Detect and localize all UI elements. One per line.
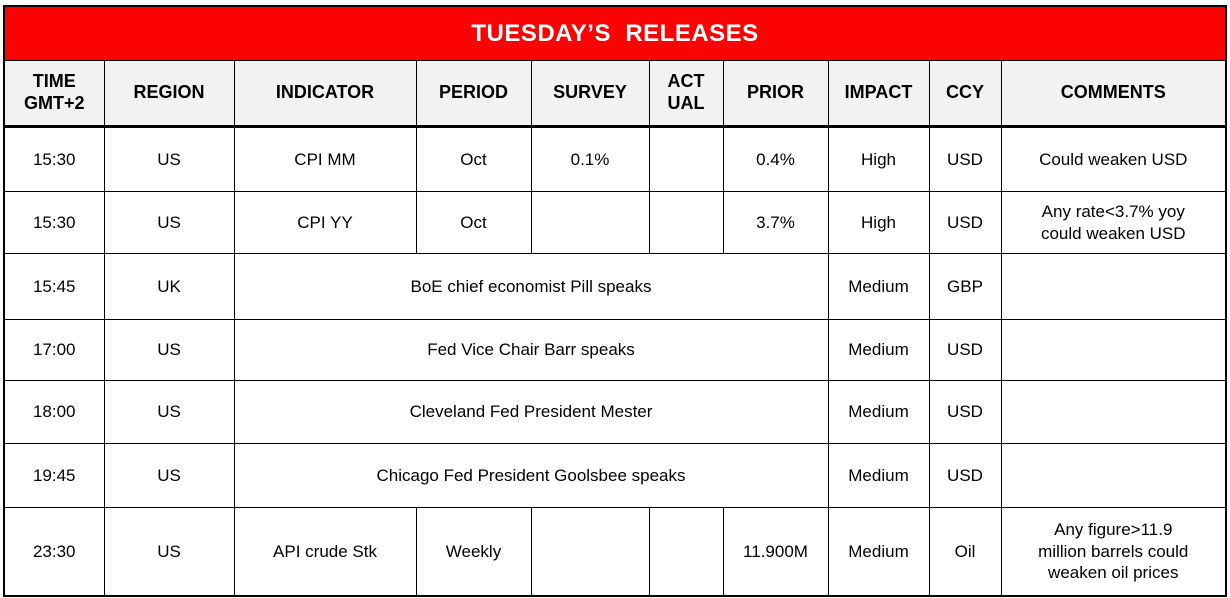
period-cell: Weekly [415,507,532,596]
col-header-comments: COMMENTS [1000,60,1227,128]
time-cell: 18:00 [3,380,105,444]
table-row: 15:30 US CPI MM Oct 0.1% 0.4% High USD C… [3,126,1227,192]
actual-cell [648,191,724,254]
table-title: TUESDAY’S RELEASES [3,5,1227,61]
col-header-indicator: INDICATOR [233,60,417,128]
region-cell: US [103,443,235,508]
event-cell: BoE chief economist Pill speaks [233,253,829,320]
table-row: 23:30 US API crude Stk Weekly 11.900M Me… [3,507,1227,596]
region-cell: UK [103,253,235,320]
survey-cell: 0.1% [530,126,650,192]
economic-releases-table: TUESDAY’S RELEASES TIME GMT+2 REGION IND… [3,5,1228,597]
time-cell: 15:45 [3,253,105,320]
table-row: 15:45 UK BoE chief economist Pill speaks… [3,253,1227,320]
region-cell: US [103,380,235,444]
table-title-row: TUESDAY’S RELEASES [3,5,1227,61]
comments-cell: Could weaken USD [1000,126,1227,192]
indicator-cell: CPI MM [233,126,417,192]
indicator-cell: CPI YY [233,191,417,254]
time-cell: 23:30 [3,507,105,596]
region-cell: US [103,319,235,381]
event-cell: Chicago Fed President Goolsbee speaks [233,443,829,508]
ccy-cell: USD [928,319,1002,381]
impact-cell: Medium [827,319,930,381]
ccy-cell: USD [928,126,1002,192]
table-row: 15:30 US CPI YY Oct 3.7% High USD Any ra… [3,191,1227,254]
col-header-survey: SURVEY [530,60,650,128]
survey-cell [530,507,650,596]
actual-cell [648,126,724,192]
time-cell: 15:30 [3,191,105,254]
actual-cell [648,507,724,596]
impact-cell: Medium [827,253,930,320]
col-header-prior: PRIOR [722,60,829,128]
prior-cell: 0.4% [722,126,829,192]
ccy-cell: GBP [928,253,1002,320]
event-cell: Cleveland Fed President Mester [233,380,829,444]
prior-cell: 11.900M [722,507,829,596]
comments-cell [1000,443,1227,508]
ccy-cell: USD [928,443,1002,508]
impact-cell: High [827,126,930,192]
col-header-ccy: CCY [928,60,1002,128]
time-cell: 17:00 [3,319,105,381]
col-header-period: PERIOD [415,60,532,128]
comments-cell: Any rate<3.7% yoy could weaken USD [1000,191,1227,254]
prior-cell: 3.7% [722,191,829,254]
time-cell: 15:30 [3,126,105,192]
col-header-region: REGION [103,60,235,128]
table-row: 17:00 US Fed Vice Chair Barr speaks Medi… [3,319,1227,381]
comments-cell: Any figure>11.9 million barrels could we… [1000,507,1227,596]
table-header-row: TIME GMT+2 REGION INDICATOR PERIOD SURVE… [3,60,1227,128]
impact-cell: High [827,191,930,254]
time-cell: 19:45 [3,443,105,508]
period-cell: Oct [415,191,532,254]
survey-cell [530,191,650,254]
impact-cell: Medium [827,443,930,508]
table-row: 19:45 US Chicago Fed President Goolsbee … [3,443,1227,508]
comments-cell [1000,380,1227,444]
comments-cell [1000,319,1227,381]
indicator-cell: API crude Stk [233,507,417,596]
period-cell: Oct [415,126,532,192]
col-header-actual: ACT UAL [648,60,724,128]
comments-cell [1000,253,1227,320]
event-cell: Fed Vice Chair Barr speaks [233,319,829,381]
region-cell: US [103,126,235,192]
ccy-cell: USD [928,380,1002,444]
region-cell: US [103,507,235,596]
region-cell: US [103,191,235,254]
ccy-cell: USD [928,191,1002,254]
impact-cell: Medium [827,507,930,596]
table-row: 18:00 US Cleveland Fed President Mester … [3,380,1227,444]
col-header-impact: IMPACT [827,60,930,128]
impact-cell: Medium [827,380,930,444]
col-header-time: TIME GMT+2 [3,60,105,128]
ccy-cell: Oil [928,507,1002,596]
